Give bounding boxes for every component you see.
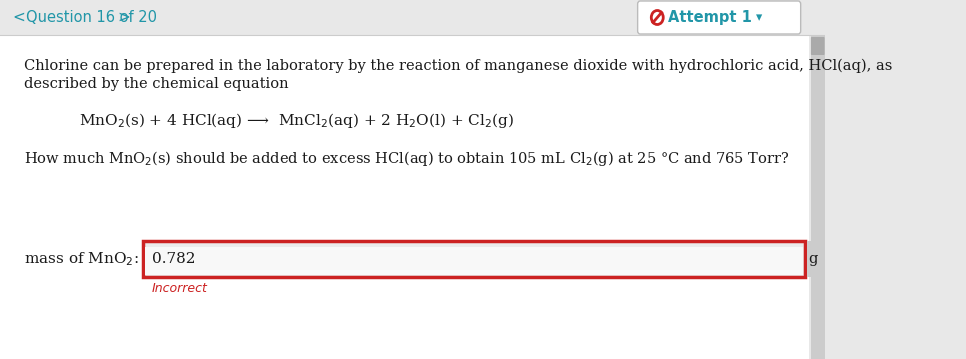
FancyBboxPatch shape bbox=[0, 0, 825, 35]
Text: MnO$_2$(s) + 4 HCl(aq) ⟶  MnCl$_2$(aq) + 2 H$_2$O(l) + Cl$_2$(g): MnO$_2$(s) + 4 HCl(aq) ⟶ MnCl$_2$(aq) + … bbox=[79, 111, 515, 130]
Text: <: < bbox=[12, 10, 25, 25]
Text: described by the chemical equation: described by the chemical equation bbox=[24, 77, 289, 91]
Text: Incorrect: Incorrect bbox=[152, 282, 208, 295]
Text: ▾: ▾ bbox=[756, 11, 762, 24]
Text: >: > bbox=[118, 10, 130, 25]
Text: mass of MnO$_2$:: mass of MnO$_2$: bbox=[24, 250, 138, 268]
FancyBboxPatch shape bbox=[638, 1, 801, 34]
FancyBboxPatch shape bbox=[810, 37, 825, 55]
Text: How much MnO$_2$(s) should be added to excess HCl(aq) to obtain 105 mL Cl$_2$(g): How much MnO$_2$(s) should be added to e… bbox=[24, 149, 789, 168]
FancyBboxPatch shape bbox=[143, 241, 805, 277]
FancyBboxPatch shape bbox=[145, 247, 804, 275]
Text: Question 16 of 20: Question 16 of 20 bbox=[26, 10, 156, 25]
Text: g: g bbox=[808, 252, 817, 266]
Text: Chlorine can be prepared in the laboratory by the reaction of manganese dioxide : Chlorine can be prepared in the laborato… bbox=[24, 59, 893, 73]
Text: Attempt 1: Attempt 1 bbox=[668, 10, 753, 25]
FancyBboxPatch shape bbox=[810, 36, 825, 359]
FancyBboxPatch shape bbox=[0, 36, 810, 359]
Text: 0.782: 0.782 bbox=[152, 252, 195, 266]
FancyBboxPatch shape bbox=[807, 241, 818, 277]
